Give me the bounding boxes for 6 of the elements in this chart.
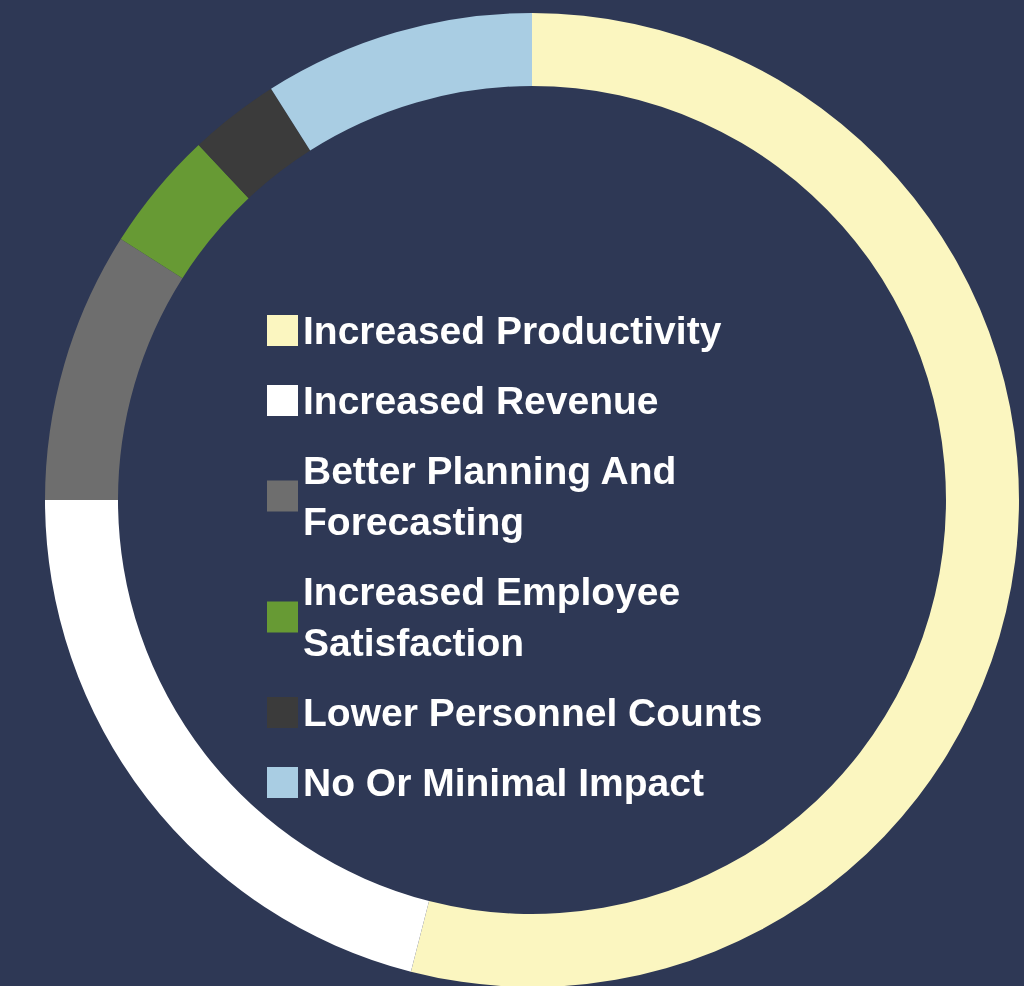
legend-label: Increased Revenue: [303, 379, 659, 422]
legend-label: No Or Minimal Impact: [303, 761, 704, 804]
legend-label: Increased Employee Satisfaction: [303, 570, 692, 664]
legend-label: Lower Personnel Counts: [303, 691, 763, 734]
legend-label: Better Planning And Forecasting: [303, 449, 688, 543]
legend-label: Increased Productivity: [303, 309, 722, 352]
